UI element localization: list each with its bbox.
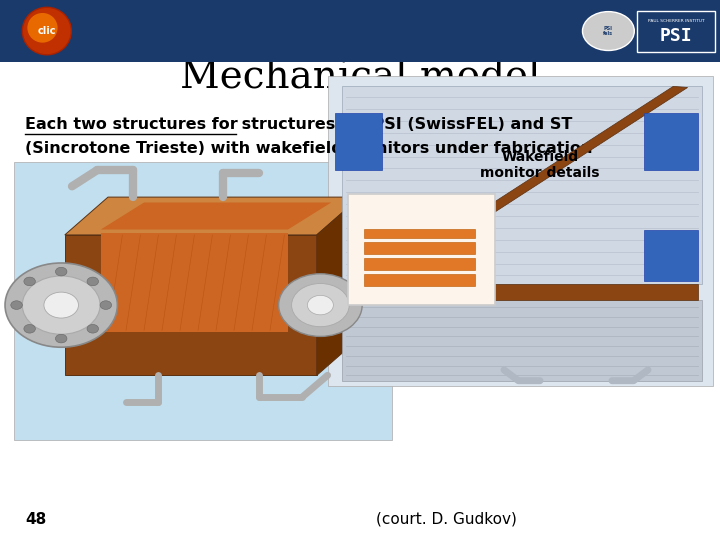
FancyBboxPatch shape: [335, 113, 382, 170]
FancyBboxPatch shape: [364, 274, 475, 286]
Circle shape: [55, 334, 67, 343]
FancyBboxPatch shape: [637, 11, 715, 51]
Polygon shape: [101, 233, 288, 332]
Polygon shape: [342, 86, 702, 284]
Polygon shape: [101, 202, 331, 230]
Circle shape: [279, 274, 362, 336]
Circle shape: [22, 276, 100, 334]
FancyBboxPatch shape: [348, 194, 495, 305]
Text: Each two structures for: Each two structures for: [25, 117, 238, 132]
Polygon shape: [371, 86, 688, 283]
Circle shape: [87, 325, 99, 333]
Circle shape: [11, 301, 22, 309]
Polygon shape: [65, 197, 360, 235]
FancyBboxPatch shape: [364, 230, 475, 238]
Text: (court. D. Gudkov): (court. D. Gudkov): [376, 512, 517, 527]
Text: 48: 48: [25, 512, 47, 527]
Circle shape: [87, 277, 99, 286]
FancyBboxPatch shape: [14, 162, 392, 440]
Text: structures for PSI (SwissFEL) and ST: structures for PSI (SwissFEL) and ST: [236, 117, 572, 132]
Text: PSI: PSI: [660, 28, 693, 45]
Circle shape: [55, 267, 67, 276]
Polygon shape: [65, 235, 317, 375]
Text: PSI
fels: PSI fels: [603, 25, 613, 36]
Circle shape: [44, 292, 78, 318]
Circle shape: [307, 295, 333, 315]
Circle shape: [582, 11, 634, 51]
Text: PAUL SCHERRER INSTITUT: PAUL SCHERRER INSTITUT: [648, 19, 704, 23]
Polygon shape: [346, 284, 698, 300]
Circle shape: [292, 284, 349, 327]
Circle shape: [24, 325, 35, 333]
Ellipse shape: [22, 7, 71, 55]
Text: Mechanical model: Mechanical model: [180, 60, 540, 97]
Circle shape: [100, 301, 112, 309]
FancyBboxPatch shape: [644, 230, 698, 281]
Text: (Sincrotone Trieste) with wakefield monitors under fabrication: (Sincrotone Trieste) with wakefield moni…: [25, 141, 593, 156]
FancyBboxPatch shape: [0, 0, 720, 62]
Circle shape: [5, 263, 117, 347]
Circle shape: [24, 277, 35, 286]
Text: clic: clic: [37, 26, 56, 36]
FancyBboxPatch shape: [364, 258, 475, 270]
Polygon shape: [342, 300, 702, 381]
Ellipse shape: [27, 13, 58, 43]
Polygon shape: [317, 197, 360, 375]
FancyBboxPatch shape: [364, 242, 475, 254]
Text: Wakefield
monitor details: Wakefield monitor details: [480, 150, 600, 180]
FancyBboxPatch shape: [328, 76, 713, 386]
FancyBboxPatch shape: [644, 113, 698, 170]
